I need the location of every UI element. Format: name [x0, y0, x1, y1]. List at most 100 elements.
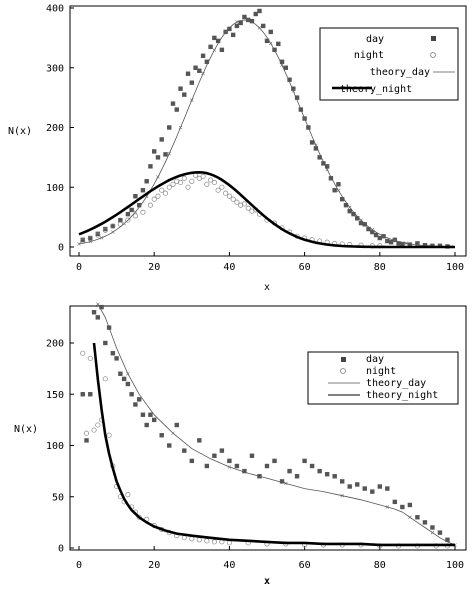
point-night — [234, 199, 240, 205]
point-day — [246, 17, 251, 23]
marker-theory_day — [336, 188, 341, 193]
x-tick-label: 0 — [76, 560, 82, 571]
top-chart-ticks: 0 20 40 60 80 100 0 100 200 300 400 — [46, 4, 464, 274]
point-day — [185, 71, 191, 76]
marker-theory_day — [393, 238, 397, 243]
marker-theory_day — [269, 41, 273, 46]
bottom-chart-xlabel: x — [264, 576, 270, 587]
point-night — [204, 181, 210, 187]
point-day — [351, 211, 356, 217]
point-day — [163, 152, 168, 157]
point-day — [332, 474, 337, 479]
top-chart-xlabel: x — [264, 282, 270, 293]
bottom-legend-marker-night — [340, 368, 346, 374]
point-night — [189, 178, 195, 184]
bottom-legend-label-theory-day: theory_day — [366, 378, 426, 389]
marker-theory_day — [302, 116, 307, 121]
point-day — [294, 95, 300, 100]
point-day — [167, 125, 172, 130]
point-day — [227, 26, 232, 32]
point-night — [177, 179, 184, 186]
point-day — [317, 468, 322, 474]
point-day — [95, 231, 100, 237]
point-day — [170, 101, 176, 106]
point-night — [125, 492, 131, 498]
point-day — [189, 80, 194, 85]
x-tick-label: 40 — [223, 560, 235, 571]
point-day — [276, 41, 281, 47]
point-day — [257, 8, 262, 14]
point-night — [185, 184, 191, 190]
bottom-chart-ylabel: N(x) — [14, 424, 38, 435]
point-day — [182, 92, 187, 97]
point-day — [103, 226, 108, 232]
point-day — [110, 351, 116, 356]
point-night — [110, 223, 116, 229]
bottom-legend-marker-day — [341, 357, 346, 362]
marker-theory_day — [257, 26, 262, 30]
point-day — [129, 392, 134, 397]
point-day — [328, 176, 334, 181]
point-day — [174, 422, 179, 428]
point-night — [147, 202, 153, 208]
point-day — [136, 202, 142, 208]
top-legend-label-theory-night: theory_night — [340, 84, 412, 95]
point-night — [200, 173, 206, 180]
point-night — [83, 430, 90, 436]
x-tick-label: 60 — [299, 262, 311, 273]
point-night — [102, 227, 108, 233]
point-night — [226, 193, 232, 199]
point-day — [125, 381, 131, 387]
point-day — [249, 453, 255, 458]
point-day — [347, 484, 352, 489]
marker-theory_day — [280, 63, 284, 67]
point-night — [102, 376, 108, 382]
point-day — [249, 18, 255, 24]
point-day — [144, 422, 149, 428]
point-day — [283, 65, 288, 70]
marker-theory_day — [227, 465, 232, 469]
point-day — [242, 468, 247, 474]
point-day — [347, 208, 352, 214]
marker-theory_day — [359, 218, 363, 222]
x-tick-label: 60 — [299, 560, 311, 571]
point-night — [211, 179, 217, 186]
point-day — [392, 237, 398, 243]
point-night — [215, 187, 221, 193]
marker-theory_day — [122, 221, 126, 226]
marker-theory_day — [96, 302, 100, 306]
bottom-chart-legend: day night theory_day theory_night — [307, 351, 459, 405]
point-night — [80, 350, 86, 356]
point-day — [340, 479, 345, 484]
point-night — [87, 236, 93, 242]
point-day — [385, 238, 390, 244]
point-day — [287, 77, 292, 82]
point-day — [178, 86, 183, 91]
point-day — [264, 463, 270, 469]
point-day — [261, 23, 266, 29]
point-day — [415, 241, 420, 246]
point-day — [400, 241, 405, 247]
marker-theory_day — [314, 143, 318, 147]
x-tick-label: 20 — [148, 560, 160, 571]
marker-theory_day — [167, 151, 171, 156]
point-day — [182, 448, 187, 453]
point-day — [336, 182, 341, 187]
point-day — [230, 32, 236, 38]
point-day — [377, 235, 382, 241]
point-day — [197, 438, 202, 443]
point-day — [309, 140, 315, 145]
x-tick-label: 100 — [446, 262, 464, 273]
point-day — [204, 59, 210, 64]
point-day — [279, 59, 285, 64]
point-day — [133, 194, 138, 199]
x-tick-label: 20 — [148, 262, 160, 273]
point-day — [219, 448, 225, 453]
point-day — [200, 53, 206, 58]
point-night — [162, 190, 169, 196]
y-tick-label: 400 — [46, 4, 64, 15]
point-night — [245, 205, 251, 211]
point-day — [396, 241, 401, 246]
top-chart-frame — [69, 5, 467, 257]
point-day — [362, 222, 367, 227]
